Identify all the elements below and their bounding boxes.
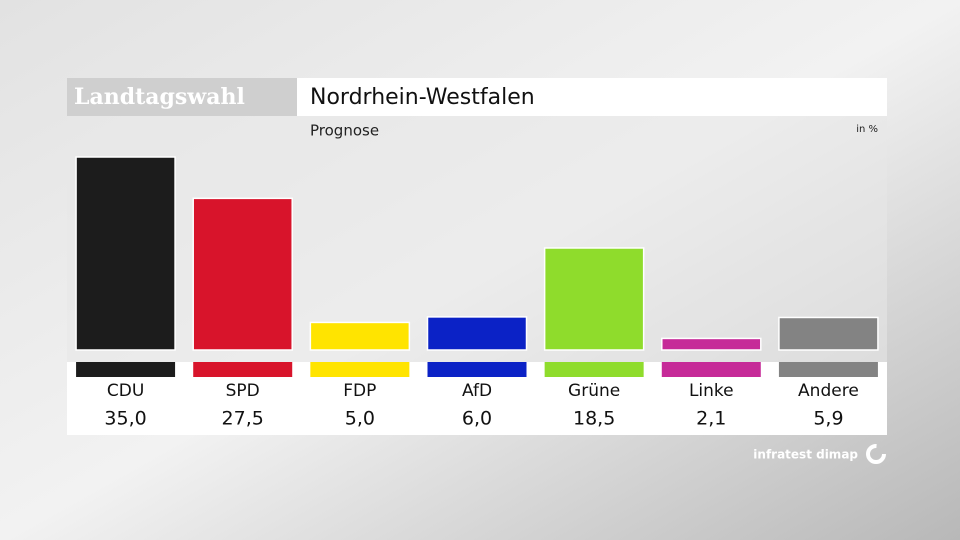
bar [778, 316, 879, 351]
bar [75, 156, 176, 351]
bar [543, 247, 645, 351]
bar [192, 197, 293, 351]
category-label: SPD [226, 381, 260, 401]
source-logo [866, 444, 886, 464]
bar [661, 337, 762, 351]
category-label: Andere [798, 381, 859, 401]
color-strip [778, 362, 878, 377]
color-strip [76, 362, 176, 377]
category-label: CDU [107, 381, 144, 401]
color-strip [661, 362, 761, 377]
bar [426, 316, 528, 351]
value-label: 5,9 [813, 408, 843, 430]
value-label: 27,5 [222, 408, 264, 430]
header-label: Landtagswahl [74, 84, 245, 110]
color-strip [193, 362, 293, 377]
value-label: 35,0 [104, 408, 146, 430]
value-label: 6,0 [462, 408, 492, 430]
unit-label: in % [856, 124, 878, 135]
category-label: Linke [689, 381, 734, 401]
color-strip [427, 362, 527, 377]
category-label: FDP [343, 381, 376, 401]
color-strip [544, 362, 644, 377]
header-label-box [67, 78, 297, 116]
category-label: Grüne [568, 381, 620, 401]
header-title-box [297, 78, 887, 116]
source: infratest dimap [753, 448, 858, 462]
value-label: 5,0 [345, 408, 375, 430]
bar [309, 321, 411, 351]
chart-title: Nordrhein-Westfalen [310, 85, 535, 110]
value-label: 2,1 [696, 408, 726, 430]
chart-subtitle: Prognose [310, 122, 379, 140]
value-label: 18,5 [573, 408, 615, 430]
category-label: AfD [462, 381, 492, 401]
color-strip [310, 362, 410, 377]
